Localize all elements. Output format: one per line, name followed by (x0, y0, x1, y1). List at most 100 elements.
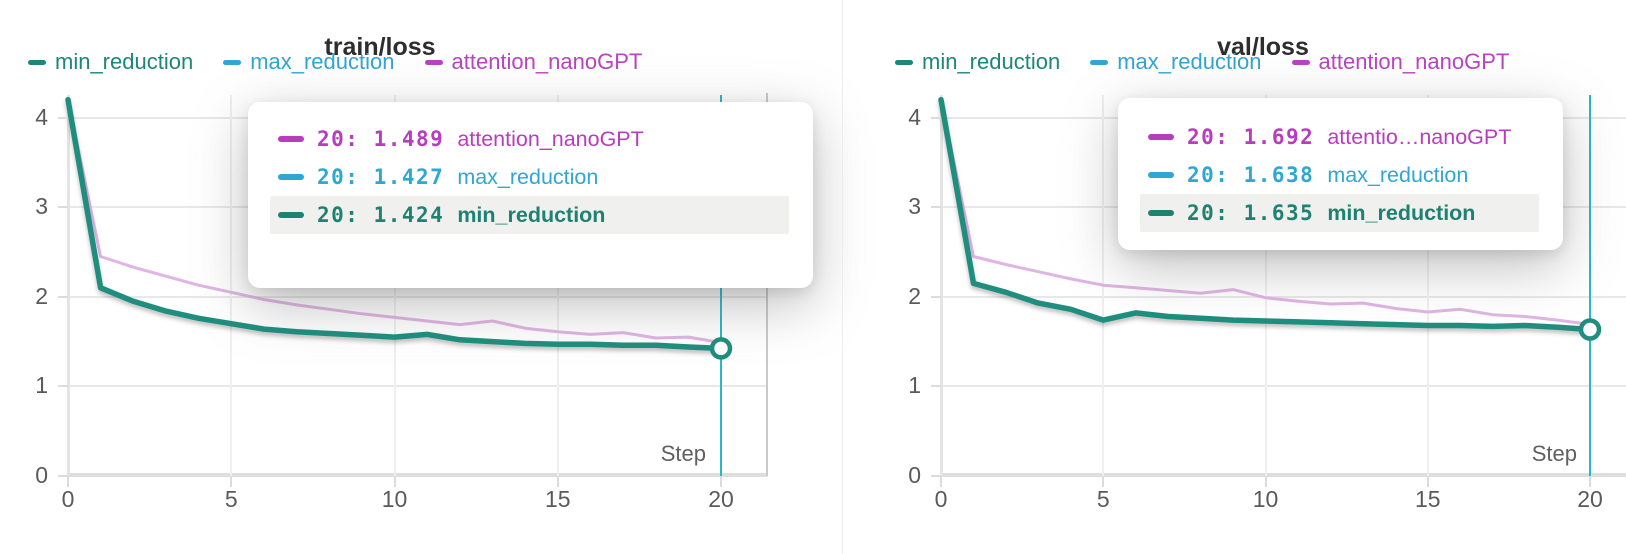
gridline-h (68, 473, 767, 477)
y-tick-mark (931, 475, 941, 477)
tooltip-row: 20: 1.427 max_reduction (270, 158, 789, 196)
series-line-attention_nanoGPT (66, 98, 723, 345)
chart-title: val/loss (1217, 33, 1309, 61)
gridline-h (68, 385, 767, 388)
legend-item-min-reduction[interactable]: min_reduction (895, 49, 1060, 75)
cursor-point-marker (709, 337, 733, 360)
x-tick-label: 10 (1252, 486, 1279, 512)
hover-tooltip: 20: 1.489 attention_nanoGPT 20: 1.427 ma… (248, 102, 813, 288)
legend: min_reduction max_reduction attention_na… (28, 47, 642, 77)
val-loss-panel: val/loss min_reduction max_reduction att… (843, 0, 1626, 554)
x-tick-mark (1426, 476, 1429, 487)
y-tick-label: 4 (908, 103, 921, 130)
x-tick-mark (67, 476, 69, 487)
legend-item-min-reduction[interactable]: min_reduction (28, 49, 193, 75)
tooltip-row: 20: 1.489 attention_nanoGPT (270, 120, 789, 158)
legend-item-attention-nanogpt[interactable]: attention_nanoGPT (1291, 49, 1510, 75)
x-tick-label: 5 (1096, 486, 1110, 512)
legend: min_reduction max_reduction attention_na… (895, 47, 1509, 77)
x-tick-label: 20 (708, 486, 734, 512)
tooltip-row: 20: 1.635 min_reduction (1140, 194, 1539, 232)
gridline-h (941, 385, 1626, 388)
x-tick-label: 0 (934, 486, 948, 512)
cursor-point-marker (1578, 318, 1602, 341)
series-line-min_reduction (938, 96, 1593, 333)
y-tick-mark (58, 295, 68, 298)
y-tick-label: 2 (35, 282, 48, 309)
y-tick-label: 1 (908, 372, 921, 399)
legend-swatch-icon (28, 59, 46, 65)
y-tick-label: 3 (35, 193, 48, 220)
y-tick-mark (931, 116, 941, 119)
tooltip-row: 20: 1.692 attentio…nanoGPT (1140, 118, 1539, 156)
legend-swatch-icon (1090, 59, 1109, 65)
series-swatch-icon (1148, 210, 1174, 216)
x-tick-label: 20 (1577, 486, 1603, 512)
legend-item-max-reduction[interactable]: max_reduction (223, 49, 395, 75)
x-tick-mark (1264, 476, 1267, 487)
x-tick-label: 15 (1414, 486, 1441, 512)
legend-label: min_reduction (55, 49, 194, 74)
y-tick-mark (58, 385, 68, 388)
hover-tooltip: 20: 1.692 attentio…nanoGPT 20: 1.638 max… (1118, 98, 1563, 250)
gridline-h (941, 295, 1626, 298)
x-tick-label: 10 (381, 486, 408, 512)
x-tick-label: 5 (224, 486, 238, 512)
gridline-v (230, 95, 233, 476)
y-tick-mark (58, 206, 68, 209)
x-tick-mark (1102, 476, 1105, 487)
x-tick-label: 15 (544, 486, 571, 512)
legend-item-attention-nanogpt[interactable]: attention_nanoGPT (424, 49, 642, 75)
gridline-v (67, 95, 70, 476)
series-swatch-icon (1148, 172, 1174, 178)
y-tick-label: 0 (35, 462, 48, 488)
tooltip-series-name: min_reduction (1327, 200, 1476, 225)
y-tick-label: 1 (35, 372, 48, 399)
legend-label: max_reduction (250, 49, 395, 74)
legend-swatch-icon (424, 59, 443, 65)
gridline-h (68, 295, 767, 298)
tooltip-row: 20: 1.424 min_reduction (270, 196, 789, 234)
legend-swatch-icon (895, 59, 913, 65)
legend-swatch-icon (1291, 59, 1310, 65)
series-line-attention_nanoGPT (939, 98, 1592, 326)
x-tick-mark (230, 476, 233, 487)
y-tick-mark (58, 116, 68, 119)
tooltip-series-name: max_reduction (1327, 162, 1469, 187)
y-tick-mark (931, 295, 941, 298)
x-tick-label: 0 (61, 486, 75, 512)
tooltip-series-name: attentio…nanoGPT (1327, 124, 1512, 149)
y-tick-mark (931, 385, 941, 388)
y-tick-label: 3 (908, 193, 921, 220)
y-tick-mark (58, 475, 68, 477)
y-tick-label: 4 (35, 103, 48, 130)
gridline-v (1264, 95, 1267, 476)
y-tick-mark (931, 206, 941, 209)
series-swatch-icon (278, 174, 304, 180)
x-tick-mark (556, 476, 559, 487)
x-tick-mark (1589, 476, 1591, 487)
y-tick-label: 0 (908, 462, 921, 488)
x-tick-mark (720, 476, 722, 487)
panel-divider (842, 0, 843, 554)
tooltip-series-name: attention_nanoGPT (457, 126, 644, 151)
legend-label: max_reduction (1117, 49, 1262, 74)
tooltip-row: 20: 1.638 max_reduction (1140, 156, 1539, 194)
gridline-h (941, 473, 1626, 477)
tooltip-series-name: max_reduction (457, 164, 599, 189)
legend-item-max-reduction[interactable]: max_reduction (1090, 49, 1262, 75)
series-line-min_reduction (65, 96, 724, 352)
tooltip-series-name: min_reduction (457, 202, 606, 227)
series-swatch-icon (278, 212, 304, 218)
gridline-v (1426, 95, 1429, 476)
y-tick-label: 2 (908, 282, 921, 309)
legend-label: attention_nanoGPT (1318, 49, 1510, 74)
series-swatch-icon (1148, 134, 1174, 140)
train-loss-panel: train/loss min_reduction max_reduction a… (0, 0, 813, 554)
x-tick-mark (940, 476, 942, 487)
x-axis-title: Step (1531, 441, 1577, 466)
legend-swatch-icon (223, 59, 242, 65)
chart-title: train/loss (324, 33, 436, 61)
chart-lines (938, 95, 1602, 476)
